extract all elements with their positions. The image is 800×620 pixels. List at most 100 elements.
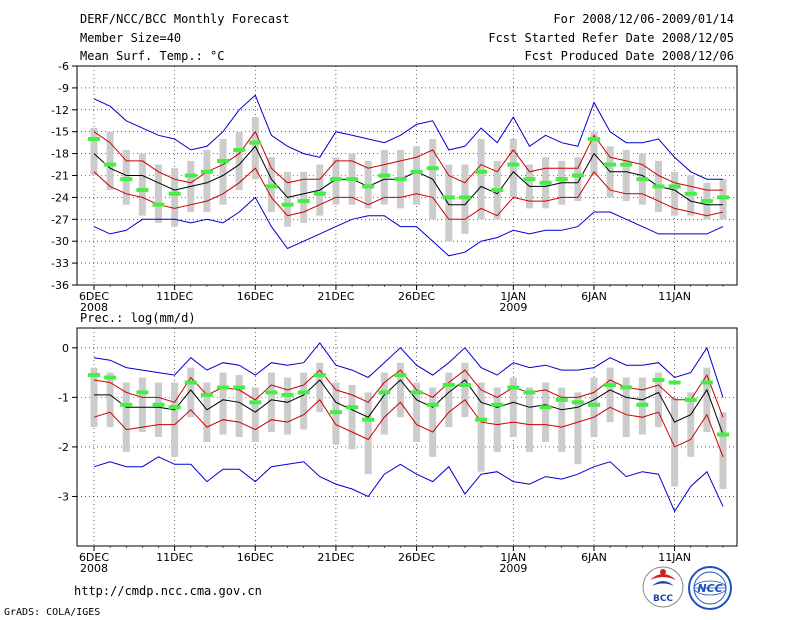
ensemble-box	[187, 367, 195, 418]
median-marker	[346, 405, 359, 410]
grads-credit: GrADS: COLA/IGES	[4, 607, 101, 618]
median-marker	[136, 188, 149, 193]
ensemble-box	[590, 377, 598, 437]
upper-spread-line	[93, 369, 724, 418]
ensemble-box	[90, 128, 98, 176]
y-tick-label: -3	[58, 490, 69, 503]
chart-panel-0: 6DEC 11DEC 16DEC 21DEC 26DEC 1JAN 6JAN 11JAN 200…	[51, 60, 738, 314]
median-marker	[297, 199, 310, 204]
forecast-started-date: Fcst Started Refer Date 2008/12/05	[488, 31, 734, 45]
median-marker	[200, 169, 213, 174]
median-marker	[394, 177, 407, 182]
ensemble-box	[413, 146, 421, 205]
ensemble-box	[90, 367, 98, 428]
median-marker	[410, 390, 423, 395]
median-marker	[200, 392, 213, 397]
median-marker	[684, 191, 697, 196]
ensemble-box	[574, 392, 582, 465]
median-marker	[265, 390, 278, 395]
median-marker	[442, 195, 455, 200]
median-marker	[636, 402, 649, 407]
median-marker	[217, 385, 230, 390]
ensemble-box	[509, 139, 517, 198]
median-marker	[587, 402, 600, 407]
median-marker	[168, 405, 181, 410]
median-marker	[700, 199, 713, 204]
median-marker	[217, 158, 230, 163]
median-marker	[362, 184, 375, 189]
median-marker	[184, 173, 197, 178]
min-line	[93, 196, 724, 257]
ensemble-box	[558, 387, 566, 452]
median-marker	[571, 400, 584, 405]
median-marker	[587, 137, 600, 141]
x-tick-label: 11JAN	[658, 551, 691, 564]
median-marker	[249, 140, 262, 145]
ensemble-box	[219, 372, 227, 435]
median-marker	[233, 147, 246, 152]
ensemble-box	[267, 372, 275, 433]
median-marker	[652, 378, 665, 383]
median-marker	[394, 373, 407, 378]
y-tick-label: 0	[62, 342, 69, 355]
x-tick-label: 11DEC	[156, 290, 193, 303]
median-marker	[346, 177, 359, 182]
median-marker	[458, 195, 471, 200]
median-marker	[329, 177, 342, 182]
ensemble-box	[574, 157, 582, 202]
median-marker	[539, 405, 552, 410]
ensemble-box	[477, 382, 485, 472]
median-marker	[717, 195, 729, 200]
year-label: 2008	[80, 562, 108, 575]
y-tick-label: -36	[51, 279, 69, 292]
year-label: 2009	[499, 301, 527, 314]
y-tick-label: -27	[51, 213, 69, 226]
x-tick-label: 1JAN	[500, 551, 526, 564]
median-marker	[88, 137, 100, 141]
x-tick-label: 6DEC	[79, 290, 109, 303]
median-marker	[636, 177, 649, 182]
median-marker	[410, 169, 423, 174]
median-marker	[104, 375, 117, 380]
median-marker	[668, 184, 681, 189]
ensemble-box	[235, 131, 243, 191]
ensemble-box	[493, 387, 501, 452]
upper-spread-line	[93, 130, 723, 191]
median-marker	[571, 173, 584, 178]
max-line	[93, 94, 723, 180]
median-marker	[620, 385, 633, 390]
ensemble-box	[284, 171, 292, 227]
ensemble-box	[445, 372, 453, 428]
forecast-period: For 2008/12/06-2009/01/14	[553, 12, 734, 26]
median-marker	[297, 390, 310, 395]
median-marker	[475, 169, 488, 174]
median-marker	[265, 184, 278, 189]
y-tick-label: -9	[58, 82, 69, 95]
y-tick-label: -21	[51, 170, 69, 183]
median-marker	[555, 397, 568, 402]
y-tick-label: -1	[58, 391, 69, 404]
variable-label: Mean Surf. Temp.: °C	[80, 49, 225, 63]
median-marker	[329, 410, 342, 415]
ensemble-box	[235, 375, 243, 437]
ensemble-box	[138, 377, 146, 433]
ensemble-box	[203, 382, 211, 442]
y-tick-label: -33	[51, 257, 69, 270]
ensemble-box	[671, 397, 679, 487]
source-url[interactable]: http://cmdp.ncc.cma.gov.cn	[74, 584, 262, 598]
ensemble-box	[316, 362, 324, 413]
ensemble-box	[284, 377, 292, 435]
median-marker	[152, 202, 165, 207]
median-marker	[184, 380, 197, 385]
x-tick-label: 16DEC	[237, 290, 274, 303]
ensemble-box	[606, 367, 614, 423]
ensemble-box	[106, 131, 114, 191]
median-marker	[233, 385, 246, 390]
ensemble-box	[671, 171, 679, 216]
median-marker	[539, 180, 552, 185]
median-marker	[136, 390, 149, 395]
ensemble-box	[348, 384, 356, 450]
ensemble-box	[300, 372, 308, 430]
median-marker	[620, 162, 633, 167]
member-size: Member Size=40	[80, 31, 182, 45]
